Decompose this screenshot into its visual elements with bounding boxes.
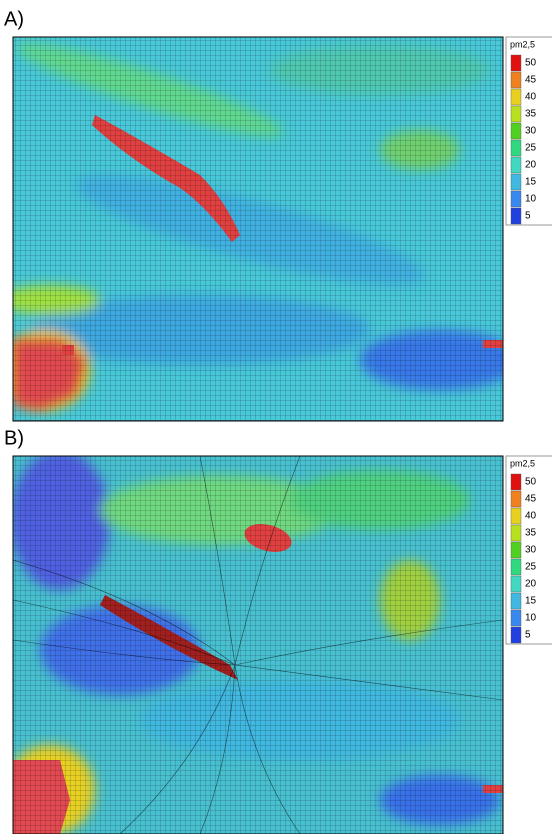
legend-swatch <box>511 123 521 139</box>
legend-title: pm2,5 <box>510 39 535 49</box>
panel-label: B) <box>4 427 24 449</box>
legend-swatch <box>511 593 521 609</box>
legend-label: 15 <box>525 596 537 607</box>
legend-swatch <box>511 89 521 105</box>
field-a <box>0 30 520 421</box>
legend-label: 35 <box>525 528 537 539</box>
legend-label: 5 <box>525 211 531 222</box>
legend-label: 25 <box>525 562 537 573</box>
legend-swatch <box>511 491 521 507</box>
legend-swatch <box>511 508 521 524</box>
legend-label: 20 <box>525 160 537 171</box>
legend-label: 30 <box>525 126 537 137</box>
legend-swatch <box>511 542 521 558</box>
legend-label: 40 <box>525 92 537 103</box>
legend-swatch <box>511 208 521 224</box>
figure: A) pm2,5 50 45 40 35 30 25 20 15 10 5 B) pm2,5 50 45 40 3… <box>0 0 552 834</box>
legend-swatch <box>511 157 521 173</box>
legend-swatch <box>511 559 521 575</box>
legend-swatch <box>511 610 521 626</box>
legend-swatch <box>511 474 521 490</box>
legend-label: 5 <box>525 630 531 641</box>
legend-label: 45 <box>525 75 537 86</box>
legend-label: 25 <box>525 143 537 154</box>
field-b <box>5 450 503 834</box>
legend-title: pm2,5 <box>510 458 535 468</box>
legend-swatch <box>511 140 521 156</box>
legend-swatch <box>511 72 521 88</box>
legend-swatch <box>511 525 521 541</box>
legend-label: 10 <box>525 194 537 205</box>
legend-label: 30 <box>525 545 537 556</box>
legend-swatch <box>511 627 521 643</box>
legend-label: 40 <box>525 511 537 522</box>
legend-label: 20 <box>525 579 537 590</box>
legend-label: 50 <box>525 477 537 488</box>
legend-label: 45 <box>525 494 537 505</box>
legend-swatch <box>511 191 521 207</box>
legend-label: 15 <box>525 177 537 188</box>
legend-swatch <box>511 55 521 71</box>
legend-label: 10 <box>525 613 537 624</box>
panel-label: A) <box>4 8 24 30</box>
legend-swatch <box>511 576 521 592</box>
legend-label: 50 <box>525 58 537 69</box>
legend-swatch <box>511 106 521 122</box>
legend-swatch <box>511 174 521 190</box>
legend-label: 35 <box>525 109 537 120</box>
